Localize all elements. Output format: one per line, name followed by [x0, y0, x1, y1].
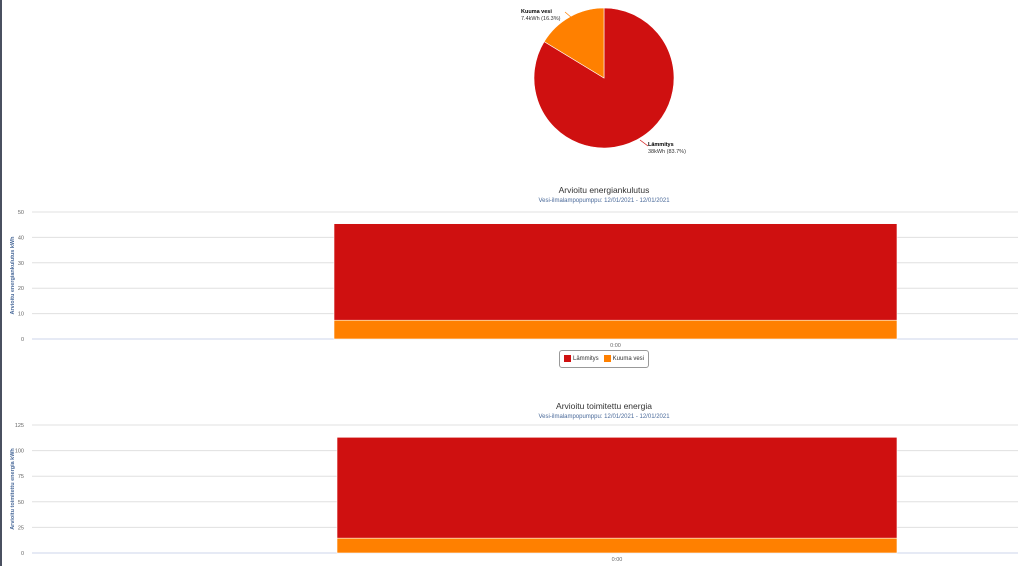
pie-label-name: Lämmitys — [648, 142, 674, 148]
legend-label: Lämmitys — [572, 356, 599, 363]
bar-segment[interactable] — [336, 537, 898, 554]
legend-item-kuuma-vesi[interactable]: Kuuma vesi — [603, 355, 645, 363]
y-tick-label: 0 — [21, 337, 24, 343]
bar-segment[interactable] — [333, 223, 898, 321]
pie-label-value: 7.4kWh (16.3%) — [521, 16, 561, 22]
window-edge — [0, 0, 2, 566]
y-tick-label: 30 — [18, 261, 24, 267]
pie-slice[interactable] — [543, 7, 605, 79]
y-tick-label: 10 — [18, 312, 24, 318]
y-tick-label: 20 — [18, 286, 24, 292]
chart1-subtitle: Vesi-ilmalampopumppu: 12/01/2021 - 12/01… — [538, 198, 670, 204]
x-tick-label: 0:00 — [610, 343, 621, 349]
legend-item-lammitys[interactable]: Lämmitys — [563, 355, 599, 363]
y-tick-label: 125 — [15, 423, 24, 429]
pie-connector — [564, 11, 573, 19]
y-tick-label: 75 — [18, 474, 24, 480]
legend-swatch — [603, 355, 611, 363]
y-tick-label: 40 — [18, 235, 24, 241]
y-tick-label: 0 — [21, 551, 24, 557]
x-tick-label: 0:00 — [612, 557, 623, 563]
bar-segment[interactable] — [336, 436, 898, 539]
chart1-y-axis-label: Arvioitu energiankulutus kWh — [10, 236, 16, 315]
chart1-legend: Lämmitys Kuuma vesi — [559, 350, 649, 368]
legend-swatch — [563, 355, 571, 363]
y-tick-label: 100 — [15, 449, 24, 455]
pie-connector — [639, 139, 649, 147]
chart2-subtitle: Vesi-ilmalampopumppu: 12/01/2021 - 12/01… — [538, 414, 670, 420]
y-tick-label: 50 — [18, 210, 24, 216]
legend-label: Kuuma vesi — [612, 356, 645, 363]
pie-label-name: Kuuma vesi — [521, 9, 552, 15]
y-tick-label: 25 — [18, 525, 24, 531]
bar-segment[interactable] — [333, 319, 898, 340]
y-tick-label: 50 — [18, 500, 24, 506]
chart2-title: Arvioitu toimitettu energia — [556, 401, 652, 411]
chart2-y-axis-label: Arvioitu toimitettu energia kWh — [10, 448, 16, 530]
pie-label-value: 38kWh (83.7%) — [648, 149, 686, 155]
chart1-title: Arvioitu energiankulutus — [559, 185, 650, 195]
